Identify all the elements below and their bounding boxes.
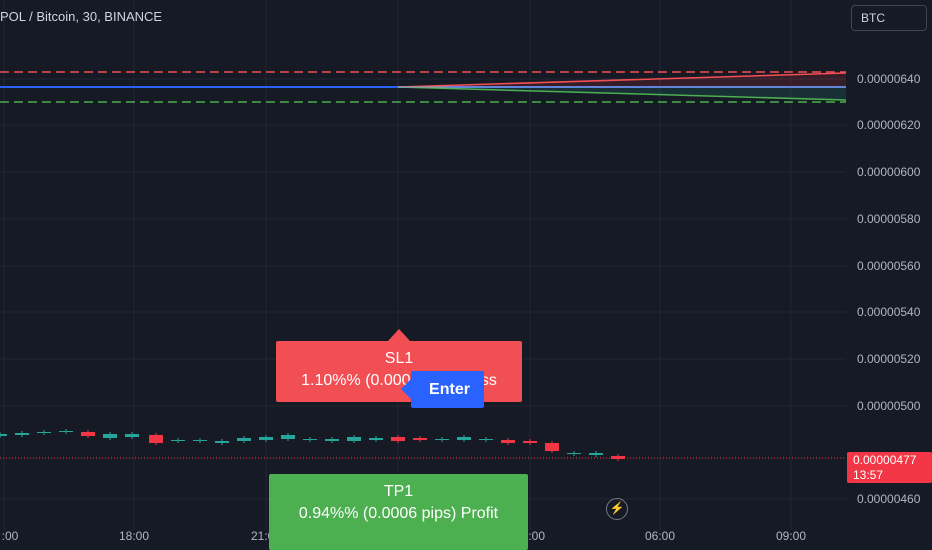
time-label: 06:00 [645, 529, 675, 543]
candle-body [149, 435, 163, 443]
price-label: 0.00000520 [857, 352, 921, 366]
candle-body [589, 453, 603, 455]
stop-loss-detail: 1.10%% (0.0007 pips) Loss [301, 372, 497, 389]
candle-body [611, 456, 625, 459]
price-label: 0.00000600 [857, 165, 921, 179]
candle-body [545, 443, 559, 451]
candle-body [347, 437, 361, 441]
price-label: 0.00000620 [857, 118, 921, 132]
candle-body [59, 431, 73, 432]
candle-body [281, 435, 295, 439]
candle-body [435, 439, 449, 440]
current-price-value: 0.00000477 [853, 453, 917, 467]
candle-body [125, 434, 139, 437]
candle-body [303, 439, 317, 440]
current-price-tag: 0.00000477 13:57 [847, 452, 932, 483]
lightning-bolt-icon[interactable]: ⚡ [606, 498, 628, 520]
candle-body [325, 439, 339, 441]
stop-loss-label[interactable]: SL1 1.10%% (0.0007 pips) Loss [276, 341, 522, 402]
symbol-title[interactable]: POL / Bitcoin, 30, BINANCE [0, 9, 163, 24]
candle-body [391, 437, 405, 441]
candle-body [369, 438, 383, 440]
price-label: 0.00000580 [857, 212, 921, 226]
candle-body [413, 438, 427, 440]
time-label: 18:00 [119, 529, 149, 543]
candle-body [193, 440, 207, 441]
candle-body [479, 439, 493, 440]
candle-body [81, 432, 95, 436]
vertical-grid [3, 0, 792, 530]
candle-body [0, 434, 7, 436]
take-profit-label[interactable]: TP1 0.94%% (0.0006 pips) Profit [269, 474, 528, 550]
candle-body [259, 437, 273, 440]
candle-body [523, 441, 537, 443]
price-label: 0.00000640 [857, 72, 921, 86]
take-profit-detail: 0.94%% (0.0006 pips) Profit [298, 505, 499, 522]
candle-body [215, 441, 229, 443]
price-label: 0.00000540 [857, 305, 921, 319]
price-label: 0.00000460 [857, 492, 921, 506]
stop-loss-pointer [388, 329, 410, 341]
time-label: :00 [2, 529, 19, 543]
time-label: 09:00 [776, 529, 806, 543]
price-axis: 0.00000640 0.00000620 0.00000600 0.00000… [857, 72, 921, 506]
candle-body [15, 433, 29, 435]
enter-flag[interactable]: Enter [401, 371, 484, 408]
candle-body [103, 434, 117, 438]
candle-body [171, 440, 185, 441]
candlestick-series [0, 429, 625, 461]
price-label: 0.00000560 [857, 259, 921, 273]
candle-body [37, 432, 51, 433]
level-projections [397, 72, 847, 101]
candle-body [237, 438, 251, 441]
bar-countdown: 13:57 [853, 468, 884, 482]
stop-loss-title: SL1 [384, 350, 414, 367]
take-profit-title: TP1 [383, 483, 414, 500]
candle-body [457, 437, 471, 440]
candle-body [501, 440, 515, 443]
candle-body [567, 453, 581, 454]
currency-button[interactable]: BTC [851, 5, 927, 31]
price-label: 0.00000500 [857, 399, 921, 413]
